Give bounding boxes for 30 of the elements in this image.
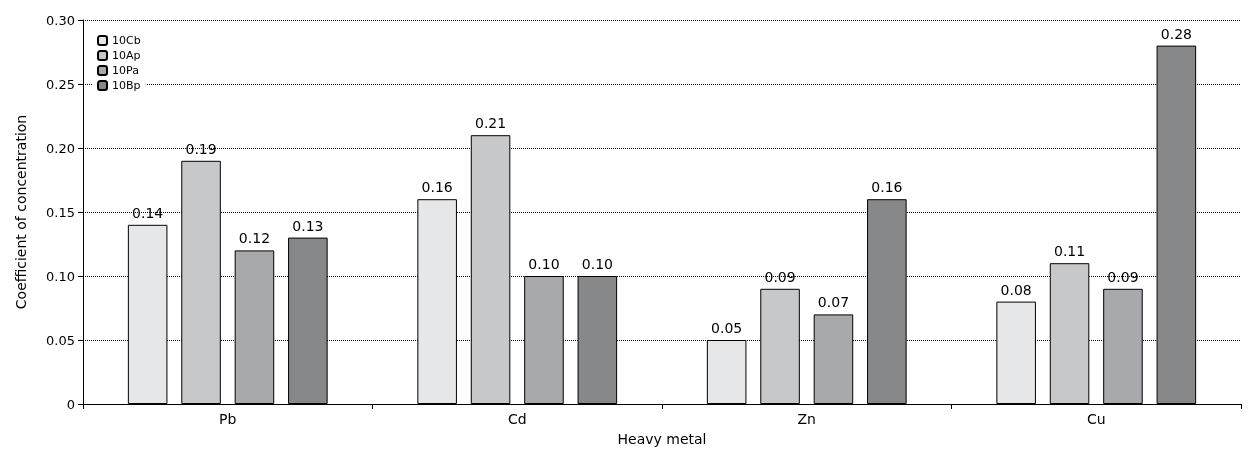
- data-label: 0.16: [421, 179, 453, 196]
- y-tick-label: 0: [66, 396, 75, 412]
- x-tick-label: Cu: [1086, 411, 1106, 427]
- y-tick-label: 0.10: [46, 268, 75, 284]
- y-axis-title: Coefficient of concentration: [13, 114, 29, 310]
- x-tick-label: Zn: [797, 411, 816, 427]
- legend-label: 10Pa: [112, 64, 139, 77]
- data-label: 0.08: [1000, 281, 1032, 298]
- y-tick-label: 0.20: [46, 140, 75, 156]
- y-tick-label: 0.15: [46, 204, 75, 220]
- data-label: 0.05: [711, 320, 743, 336]
- data-label: 0.11: [1053, 243, 1086, 260]
- legend-label: 10Bp: [112, 79, 141, 92]
- data-label: 0.10: [581, 256, 613, 272]
- data-label: 0.07: [817, 294, 850, 311]
- data-label: 0.14: [132, 204, 164, 221]
- data-label: 0.13: [292, 217, 324, 234]
- data-label: 0.12: [238, 230, 271, 247]
- data-label: 0.16: [871, 179, 903, 196]
- data-label: 0.21: [474, 115, 507, 132]
- y-tick-label: 0.30: [46, 12, 75, 28]
- y-tick-label: 0.05: [46, 332, 75, 348]
- data-label: 0.10: [528, 256, 560, 272]
- data-label: 0.28: [1160, 25, 1192, 42]
- x-tick-label: Pb: [219, 411, 237, 427]
- legend-label: 10Ap: [112, 49, 141, 62]
- legend-label: 10Cb: [112, 34, 141, 47]
- x-tick-label: Cd: [507, 411, 527, 427]
- y-tick-label: 0.25: [46, 76, 75, 92]
- x-axis-title: Heavy metal: [617, 431, 707, 447]
